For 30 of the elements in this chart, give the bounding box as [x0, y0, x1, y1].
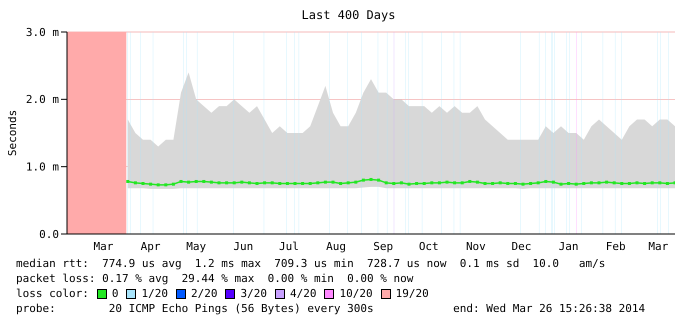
- legend-label: 10/20: [339, 286, 373, 301]
- x-tick-label: Aug: [326, 240, 346, 253]
- chart-title: Last 400 Days: [300, 8, 396, 24]
- x-tick-label: Feb: [606, 240, 626, 253]
- x-tick-label: Oct: [418, 240, 439, 253]
- legend-label: 4/20: [290, 286, 316, 301]
- text: median rtt: 774.9 us avg 1.2 ms max 709.3 us min 728.7 us now 0.1 ms sd 10.0 am/s: [16, 256, 606, 271]
- x-tick-label: Mar: [648, 240, 669, 253]
- x-tick-label: Mar: [94, 240, 114, 253]
- x-tick-label: Jun: [233, 240, 254, 253]
- legend-label: 1/20: [141, 286, 168, 301]
- x-tick-label: Dec: [512, 240, 532, 253]
- legend-label: 0: [112, 286, 118, 301]
- x-tick-label: Nov: [466, 240, 486, 253]
- x-tick-label: May: [186, 240, 207, 253]
- y-tick-label: 1.0 m: [26, 160, 60, 174]
- text: probe: 20 ICMP Echo Pings (56 Bytes) every 300s end: Wed Mar 26 15:26:38 2014: [16, 301, 646, 316]
- legend-label: 2/20: [190, 286, 218, 301]
- legend-label: 19/20: [396, 286, 429, 301]
- y-tick-label: 3.0 m: [26, 26, 60, 39]
- legend-label: 3/20: [240, 286, 267, 301]
- text: packet loss: 0.17 % avg 29.44 % max 0.00 % min 0.00 % now: [16, 271, 414, 286]
- x-tick-label: Jan: [558, 240, 579, 253]
- x-tick-label: Jul: [278, 240, 299, 253]
- legend-title: loss color:: [16, 286, 89, 301]
- y-axis-title: Seconds: [6, 110, 19, 156]
- x-tick-label: Sep: [373, 240, 394, 253]
- y-tick-label: 0.0: [39, 228, 59, 241]
- x-tick-label: Apr: [140, 240, 161, 253]
- y-tick-label: 2.0 m: [26, 93, 60, 106]
